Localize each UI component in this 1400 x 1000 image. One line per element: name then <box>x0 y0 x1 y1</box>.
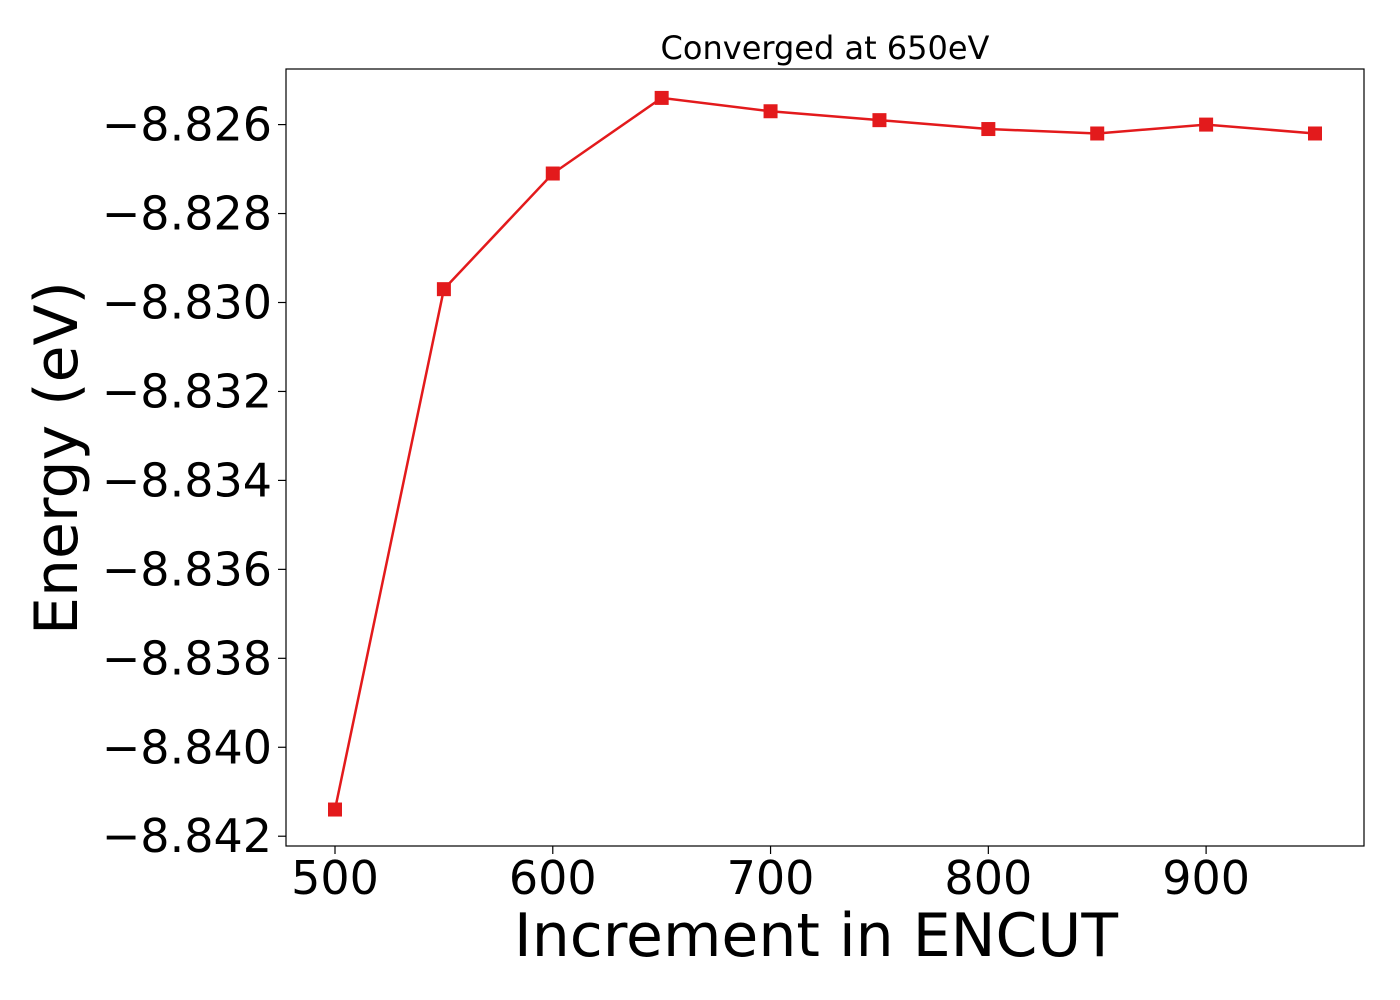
data-point <box>763 104 778 119</box>
x-tick-label: 900 <box>1162 851 1250 905</box>
data-point <box>545 166 560 181</box>
data-point <box>328 802 342 817</box>
plot-frame <box>285 68 1365 847</box>
y-tick-label: −8.842 <box>102 809 272 863</box>
series-line <box>333 96 1316 810</box>
data-point <box>872 113 887 128</box>
y-axis-ticks: −8.826 −8.828 −8.830 −8.832 −8.834 −8.836 −8.8… <box>102 98 286 863</box>
y-tick-label: −8.826 <box>102 98 272 152</box>
x-tick-label: 500 <box>291 851 379 905</box>
y-tick-label: −8.830 <box>102 276 272 330</box>
data-point <box>1308 126 1322 141</box>
data-point <box>654 90 669 105</box>
y-tick-label: −8.832 <box>102 364 272 418</box>
data-point <box>1199 117 1214 132</box>
x-tick-label: 800 <box>944 851 1032 905</box>
y-tick-label: −8.840 <box>102 720 272 774</box>
x-axis-ticks: 500 600 700 800 900 <box>291 846 1250 905</box>
data-point <box>981 122 996 137</box>
chart-title: Converged at 650eV <box>661 29 990 67</box>
series-layer <box>328 90 1322 817</box>
x-tick-label: 600 <box>509 851 597 905</box>
plot-area <box>285 68 1365 847</box>
y-axis-label: Energy (eV) <box>22 281 92 635</box>
y-tick-label: −8.828 <box>102 187 272 241</box>
data-point <box>436 282 451 297</box>
y-tick-label: −8.836 <box>102 542 272 596</box>
x-axis-label: Increment in ENCUT <box>514 901 1118 971</box>
data-point <box>1090 126 1105 141</box>
y-tick-label: −8.834 <box>102 453 272 507</box>
y-tick-label: −8.838 <box>102 631 272 685</box>
x-tick-label: 700 <box>727 851 815 905</box>
